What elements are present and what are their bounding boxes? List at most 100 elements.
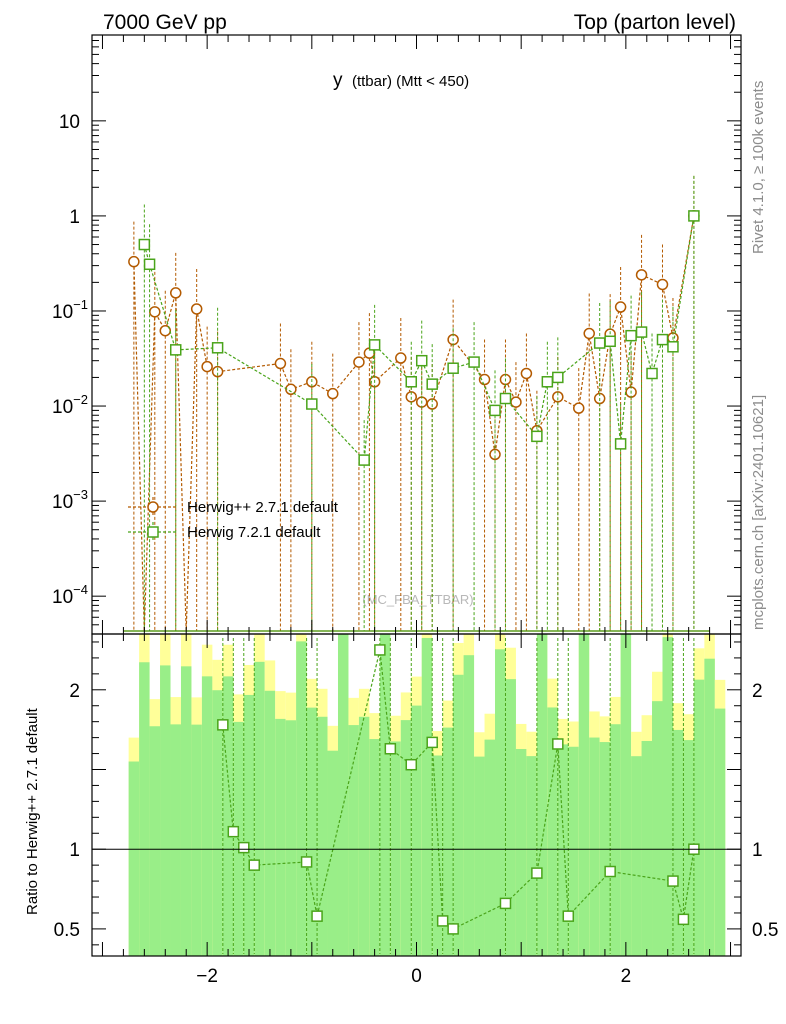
x-tick-label: 2 (621, 966, 632, 987)
data-point (688, 210, 700, 222)
data-point (169, 287, 182, 299)
ratio-point (300, 856, 313, 868)
data-point (614, 301, 627, 313)
ratio-band-green (515, 748, 527, 956)
ratio-band-green (348, 725, 359, 956)
ratio-band-green (536, 634, 548, 956)
ratio-band-green (337, 634, 349, 956)
ratio-band-green (379, 634, 391, 956)
data-point (635, 269, 648, 281)
ratio-band-green (547, 707, 558, 956)
ratio-point (562, 910, 575, 922)
data-point (593, 337, 606, 349)
data-point (169, 344, 182, 356)
data-point (541, 376, 554, 388)
data-point (358, 454, 370, 466)
ratio-ylabel: Ratio to Herwig++ 2.7.1 default (24, 707, 41, 915)
ratio-band-green (453, 674, 464, 956)
data-point (426, 398, 438, 410)
ratio-band-green (149, 726, 161, 956)
series-herwigpp (123, 175, 710, 632)
ratio-y-tick-label-right: 1 (752, 840, 763, 861)
ratio-y-tick-label-right: 0.5 (752, 920, 778, 941)
legend: Herwig++ 2.7.1 default Herwig 7.2.1 defa… (128, 497, 339, 542)
ratio-band-green (317, 716, 328, 956)
ratio-point (311, 910, 323, 922)
ratio-band-green (557, 744, 569, 956)
data-point (415, 354, 428, 367)
ratio-y-tick-label: 0.5 (54, 920, 80, 941)
data-point (583, 327, 595, 340)
data-point (531, 430, 543, 443)
ratio-band-green (704, 658, 715, 956)
ratio-y-tick-label-right: 2 (752, 681, 763, 702)
watermark: (MC_FBA_TTBAR) (362, 592, 473, 607)
ratio-band-green (589, 737, 600, 956)
data-point (327, 387, 339, 400)
data-point (604, 335, 616, 348)
ratio-band-green (662, 637, 673, 956)
ratio-series-layer (217, 638, 700, 954)
legend-label-herwigpp: Herwig++ 2.7.1 default (187, 499, 339, 516)
ratio-band-green (254, 661, 265, 956)
data-point (499, 392, 512, 405)
axes-layer: 10−4 10−3 10−2 10−1 1 10 0.5 0.5 1 1 2 2 −2 0 2 (52, 34, 778, 987)
data-point (211, 365, 224, 378)
data-point (306, 398, 318, 410)
ratio-point (405, 758, 418, 771)
ratio-point (238, 841, 250, 854)
data-point (489, 448, 501, 461)
ratio-band-green (170, 724, 181, 956)
ratio-band-green (222, 676, 234, 956)
data-point (405, 376, 418, 388)
ratio-band-green (442, 727, 454, 956)
ratio-band-green (620, 634, 632, 956)
rivet-label: Rivet 4.1.0, ≥ 100k events (750, 81, 767, 254)
ratio-band-green (432, 755, 443, 956)
ratio-band-green (578, 634, 590, 956)
ratio-band-green (296, 641, 307, 956)
ratio-band-green (264, 690, 276, 956)
legend-marker-herwigpp (147, 501, 159, 513)
y-tick-label: 10−2 (52, 392, 88, 418)
ratio-point (248, 859, 260, 871)
data-point (656, 333, 669, 346)
data-point (520, 367, 533, 380)
data-point (149, 306, 161, 318)
ratio-band-green (610, 724, 621, 956)
ratio-point (436, 915, 449, 927)
data-point (395, 352, 407, 364)
y-tick-label: 10−1 (52, 297, 88, 323)
ratio-band-green (139, 662, 150, 956)
ratio-band-green (421, 637, 433, 956)
ratio-band-green (160, 665, 171, 956)
data-point (274, 357, 287, 370)
legend-entry-herwigpp: Herwig++ 2.7.1 default (128, 497, 339, 517)
data-point (468, 356, 480, 368)
data-point (552, 391, 564, 403)
legend-marker-herwig7 (147, 526, 159, 538)
ratio-point (217, 719, 229, 731)
y-tick-label: 10−3 (52, 487, 88, 513)
ratio-band-green (568, 746, 579, 956)
legend-label-herwig7: Herwig 7.2.1 default (187, 524, 321, 541)
ratio-point (552, 738, 564, 750)
ratio-point (531, 867, 543, 879)
mcplots-label: mcplots.cern.ch [arXiv:2401.10621] (750, 395, 767, 630)
ratio-point (604, 865, 616, 878)
ratio-band-green (180, 666, 192, 956)
ratio-band-green (369, 739, 380, 956)
ratio-band-green (201, 676, 213, 956)
data-point (138, 238, 151, 251)
x-tick-label: −2 (196, 966, 218, 987)
ratio-point (667, 875, 679, 887)
ratio-band-green (641, 740, 653, 956)
data-point (211, 342, 224, 354)
data-point (552, 371, 564, 384)
ratio-band-green (505, 679, 516, 956)
ratio-band-green (128, 761, 140, 956)
data-point (635, 326, 648, 338)
ratio-band-green (484, 739, 496, 956)
ratio-point (227, 825, 240, 838)
